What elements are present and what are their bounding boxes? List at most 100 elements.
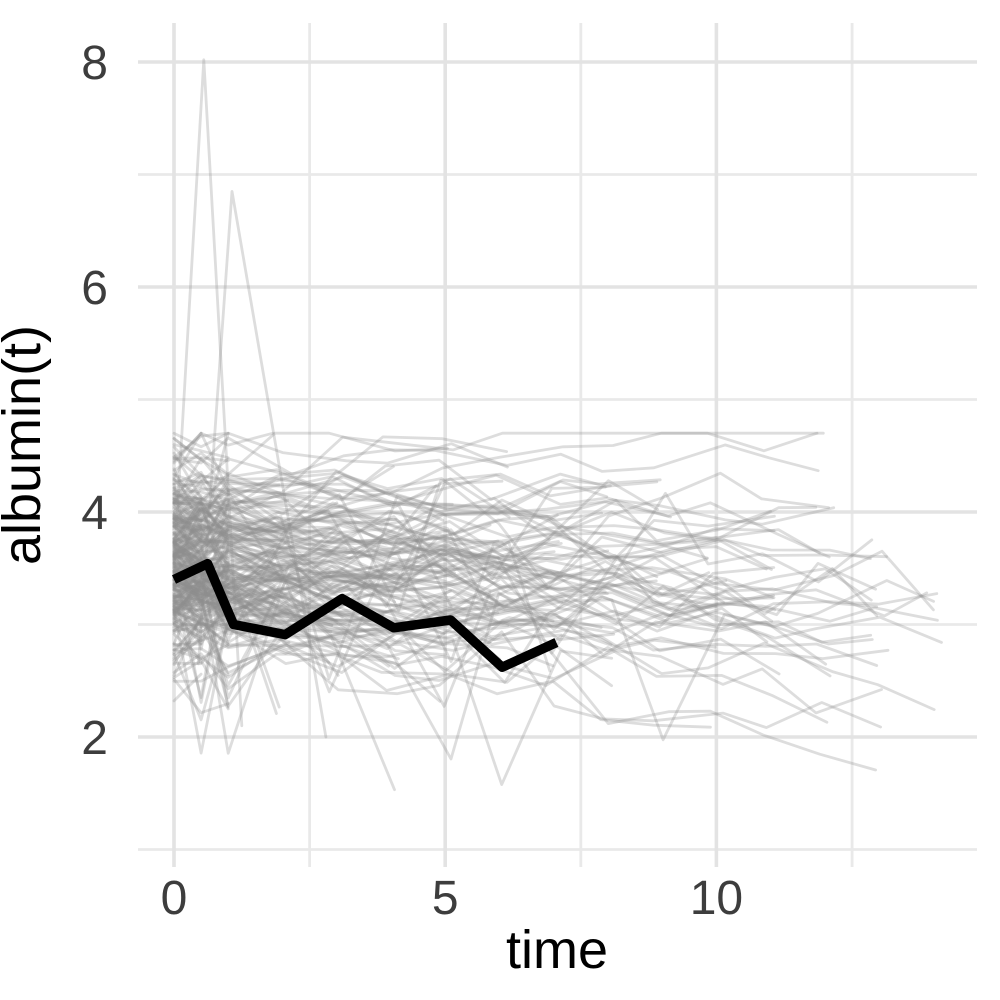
patient-trajectory: [172, 503, 658, 684]
patient-trajectory: [172, 548, 559, 590]
patient-trajectory: [172, 519, 230, 531]
patient-trajectory: [172, 499, 230, 507]
patient-trajectory: [172, 546, 873, 602]
patient-trajectory: [172, 523, 879, 611]
patient-trajectory: [172, 513, 551, 582]
patient-trajectory: [172, 621, 717, 653]
patient-trajectory: [172, 596, 203, 614]
patient-trajectory: [172, 594, 284, 633]
patient-trajectory: [172, 574, 494, 624]
patient-trajectory: [172, 602, 230, 626]
patient-trajectory: [172, 456, 230, 463]
patient-trajectory: [172, 515, 492, 558]
patient-trajectory: [172, 496, 230, 516]
patient-trajectory: [172, 603, 290, 617]
patient-trajectory: [172, 518, 726, 604]
patient-trajectory: [172, 486, 445, 529]
patient-trajectory: [172, 614, 230, 677]
patient-trajectory: [172, 551, 203, 560]
patient-trajectory: [172, 531, 607, 594]
patient-trajectory: [172, 507, 348, 534]
patient-trajectory: [172, 494, 454, 572]
patient-trajectory: [172, 615, 396, 792]
patient-trajectory: [172, 548, 230, 564]
patient-trajectory: [172, 587, 454, 674]
patient-trajectory: [172, 605, 203, 625]
patient-trajectory: [172, 630, 882, 729]
y-axis-title: albumin(t): [0, 325, 52, 565]
patient-trajectory: [172, 431, 449, 476]
patient-trajectory: [172, 493, 230, 554]
patient-trajectory: [172, 490, 283, 581]
patient-trajectory: [172, 513, 821, 575]
x-tick-label: 10: [690, 872, 743, 925]
x-axis-tick-labels: 0 5 10: [161, 872, 743, 925]
patient-trajectory: [172, 522, 203, 557]
patient-trajectory: [172, 527, 279, 560]
patient-trajectory: [172, 586, 276, 632]
x-axis-title: time: [506, 920, 608, 980]
patient-trajectory: [172, 634, 563, 691]
patient-trajectory: [172, 473, 230, 486]
patient-trajectory: [172, 578, 447, 657]
patient-trajectory: [172, 602, 230, 613]
patient-trajectory: [172, 628, 395, 675]
patient-trajectory: [172, 569, 333, 627]
patient-trajectory: [172, 611, 230, 634]
patient-trajectory: [172, 598, 564, 627]
patient-trajectory: [172, 516, 203, 529]
patient-trajectory: [172, 472, 836, 526]
patient-trajectory: [172, 436, 820, 476]
patient-trajectory: [172, 601, 203, 608]
patient-trajectory: [172, 576, 203, 607]
patient-trajectory: [172, 512, 203, 529]
patient-trajectory: [172, 547, 275, 569]
patient-trajectory: [172, 583, 400, 661]
patient-trajectory: [172, 577, 777, 625]
patient-trajectory: [172, 499, 203, 529]
patient-trajectory: [172, 509, 230, 543]
patient-trajectory: [172, 483, 603, 545]
patient-trajectory: [172, 431, 275, 463]
patient-trajectory: [172, 491, 874, 591]
patient-trajectory: [172, 473, 290, 511]
patient-trajectory: [172, 525, 230, 549]
patient-trajectory: [172, 524, 348, 578]
patient-trajectory: [172, 474, 440, 504]
patient-trajectory: [172, 506, 230, 572]
patient-trajectory: [172, 659, 230, 711]
patient-trajectory: [172, 451, 672, 519]
patient-trajectory: [172, 528, 401, 577]
patient-trajectory: [172, 479, 659, 540]
patient-trajectory: [172, 527, 709, 575]
patient-trajectory: [172, 526, 610, 597]
patient-trajectory: [172, 581, 203, 592]
patient-trajectory: [172, 437, 230, 477]
patient-trajectory: [172, 521, 230, 561]
patient-trajectory: [172, 622, 203, 665]
patient-trajectory: [172, 544, 230, 581]
patient-trajectory: [172, 672, 203, 703]
patient-trajectory: [172, 498, 818, 542]
highlighted-patient-trajectory: [171, 558, 559, 672]
patient-trajectory: [172, 549, 495, 586]
patient-trajectory: [172, 533, 277, 566]
patient-trajectory: [172, 445, 281, 487]
patient-trajectory: [172, 563, 444, 603]
patient-trajectory: [172, 431, 203, 479]
patient-trajectory: [172, 518, 203, 558]
patient-trajectory: [172, 522, 203, 537]
patient-trajectory: [172, 582, 890, 660]
patient-trajectory: [172, 520, 500, 607]
patient-trajectory: [172, 471, 830, 590]
patient-trajectory: [172, 523, 774, 623]
patient-trajectory: [172, 532, 341, 569]
patient-trajectory: [172, 592, 203, 622]
patient-trajectory-outlier: [197, 190, 328, 739]
patient-trajectory: [172, 509, 773, 616]
patient-trajectory: [172, 607, 613, 646]
patient-trajectory: [172, 579, 935, 631]
patient-trajectory: [172, 571, 230, 588]
